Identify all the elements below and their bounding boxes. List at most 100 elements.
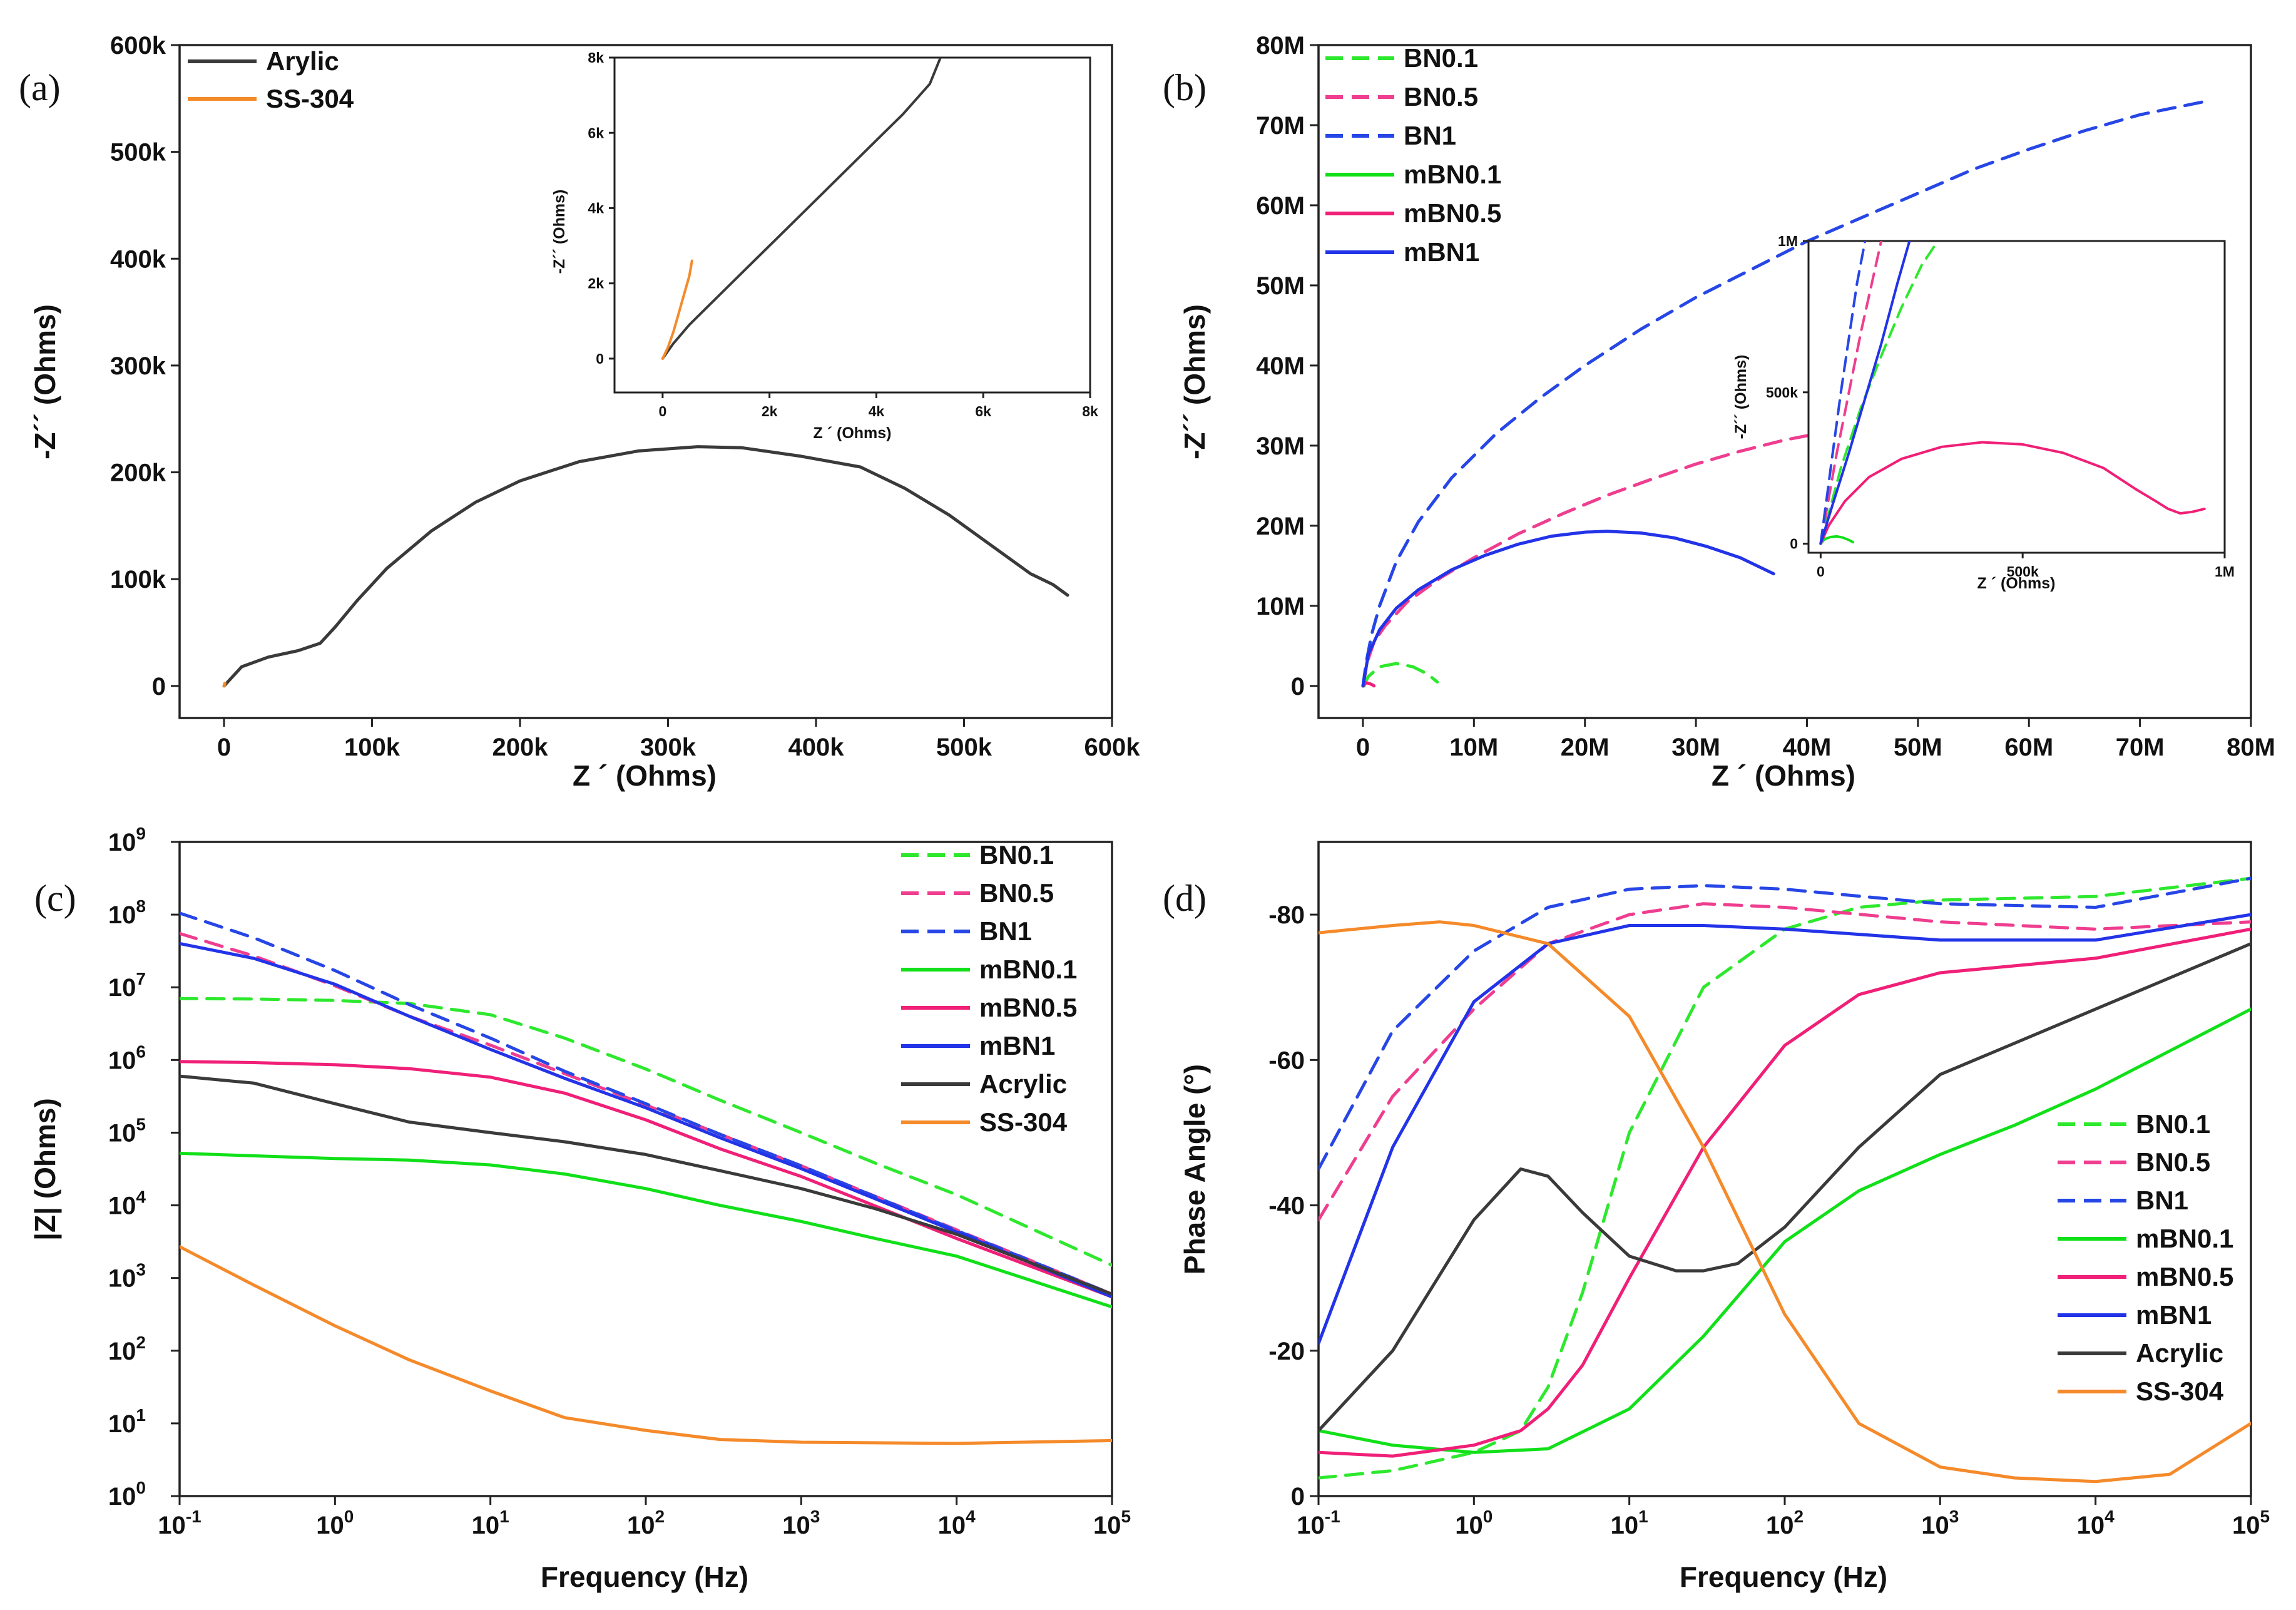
panel-c-y-tick-exponent: 1	[136, 1405, 146, 1425]
panel-c-series-bn1	[180, 911, 1112, 1296]
panel-d-series-ss-304	[1319, 920, 2251, 1484]
panel-a-x-tick-label: 100k	[344, 734, 401, 761]
panel-a-series-arylic	[222, 445, 1069, 688]
panel-a-inset-x-tick-label: 6k	[975, 403, 991, 419]
panel-a-inset-x-tick-label: 8k	[1082, 403, 1098, 419]
panel-b-inset-x-tick-label: 1M	[2215, 563, 2235, 580]
panel-a-series	[222, 445, 1069, 688]
panel-c-series-ss-304	[180, 1245, 1112, 1445]
panel-c-y-tick-exponent: 6	[136, 1042, 146, 1061]
panel-b-inset-y-tick-label: 500k	[1766, 384, 1798, 401]
panel-a-legend: Arylic SS-304	[188, 46, 354, 113]
panel-c-y-tick-exponent: 5	[136, 1114, 146, 1134]
panel-a-x-tick-label: 200k	[492, 734, 548, 761]
panel-c-legend-label-mbn1: mBN1	[979, 1031, 1055, 1060]
panel-b-inset-series-mbn1	[1819, 241, 1911, 545]
panel-b-x-axis-title: Z ´ (Ohms)	[1712, 759, 1855, 792]
panel-d-series-bn0-1	[1319, 876, 2251, 1480]
panel-b-x-tick-label: 0	[1356, 734, 1370, 761]
panel-b-y-tick-label: 60M	[1256, 192, 1305, 220]
panel-c-legend: BN0.1 BN0.5 BN1 mBN0.1 mBN0.5 mBN1 Acrylic SS-3…	[901, 840, 1077, 1137]
panel-b-x-tick-label: 40M	[1783, 734, 1832, 761]
panel-b-inset-y-tick-label: 0	[1790, 536, 1798, 552]
panel-b-x-tick-label: 50M	[1894, 734, 1942, 761]
panel-d-legend: BN0.1 BN0.5 BN1 mBN0.1 mBN0.5 mBN1 Acrylic SS-3…	[2058, 1109, 2233, 1406]
panel-a-inset-y-tick-label: 0	[596, 351, 604, 367]
panel-b-y-tick-label: 10M	[1256, 593, 1305, 620]
panel-b-series	[1361, 100, 2208, 688]
panel-a-inset-series-arylic	[661, 58, 942, 360]
panel-a-inset-x-tick-label: 2k	[762, 403, 778, 419]
panel-d-legend-label-bn0-5: BN0.5	[2136, 1147, 2210, 1177]
panel-c-x-tick-exponent: 4	[966, 1507, 976, 1526]
panel-d-legend-label-mbn1: mBN1	[2136, 1300, 2212, 1330]
panel-b-inset-x-tick-label: 0	[1817, 563, 1825, 580]
panel-a-inset-series-ss-304	[661, 259, 693, 360]
panel-a-inset-series	[661, 58, 942, 360]
panel-c-y-axis-title: |Z| (Ohms)	[29, 1098, 61, 1241]
panel-b-inset-x-title: Z ´ (Ohms)	[1977, 575, 2056, 592]
panel-d-series-bn0-5	[1319, 902, 2251, 1222]
panel-a-inset-frame	[613, 56, 1091, 394]
panel-a-y-tick-label: 500k	[110, 139, 166, 167]
panel-b-legend-label-bn0-5: BN0.5	[1404, 82, 1478, 111]
panel-c-y-tick-exponent: 0	[136, 1478, 146, 1497]
panel-b-inset-series	[1819, 241, 2206, 545]
panel-a-x-tick-label: 0	[217, 734, 231, 761]
panel-d-x-tick-exponent: 1	[1638, 1507, 1648, 1526]
panel-c-series-acrylic	[180, 1074, 1112, 1296]
panel-c-legend-label-bn1: BN1	[979, 916, 1032, 946]
panel-d-legend-label-mbn0-5: mBN0.5	[2136, 1262, 2233, 1291]
panel-b-x-tick-label: 60M	[2004, 734, 2053, 761]
panel-b-series-mbn0-5	[1361, 681, 1376, 688]
panel-b-legend-label-mbn1: mBN1	[1404, 237, 1479, 267]
panel-a-inset-y-title: -Z´´ (Ohms)	[551, 190, 568, 274]
panel-c-series-mbn0-1	[180, 1151, 1112, 1309]
panel-b-ticks: 0 10M 20M 30M 40M 50M 60M 70M 80M 0 10M 20M 30M 40M 50…	[1256, 32, 2275, 761]
panel-b-nyquist: Z ´ (Ohms) -Z´´ (Ohms) 0 10M 20M 30M 40M 50M 6…	[1178, 32, 2275, 792]
panel-a-y-axis-title: -Z´´ (Ohms)	[29, 304, 61, 459]
panel-d-x-tick-exponent: 5	[2260, 1507, 2270, 1526]
panel-c-series-bn0-1	[180, 997, 1112, 1267]
panel-c-x-tick-exponent: 0	[344, 1507, 354, 1526]
panel-d-y-tick-label: 0	[1291, 1483, 1305, 1510]
panel-d-legend-label-bn0-1: BN0.1	[2136, 1109, 2210, 1139]
panel-c-series	[180, 911, 1112, 1445]
panel-d-x-tick-exponent: 3	[1949, 1507, 1959, 1526]
panel-a-x-tick-label: 500k	[936, 734, 992, 761]
panel-d-y-tick-label: -60	[1268, 1047, 1305, 1074]
panel-d-y-tick-label: -40	[1268, 1192, 1305, 1220]
panel-a-nyquist: Z ´ (Ohms) -Z´´ (Ohms) 0 100k 200k 300k 400k…	[29, 32, 1140, 792]
panel-b-x-tick-label: 70M	[2116, 734, 2165, 761]
panel-a-x-tick-label: 300k	[640, 734, 696, 761]
panel-a-y-tick-label: 300k	[110, 352, 166, 380]
panel-c-legend-label-mbn0-1: mBN0.1	[979, 955, 1077, 984]
panel-d-bode-phase: Frequency (Hz) Phase Angle (°) 10-1 100 10…	[1178, 841, 2270, 1593]
panel-d-x-tick-exponent: 2	[1793, 1507, 1804, 1526]
panel-b-y-tick-label: 80M	[1256, 32, 1305, 59]
panel-a-y-tick-label: 600k	[110, 32, 166, 59]
panel-d-y-axis-title: Phase Angle (°)	[1178, 1064, 1211, 1274]
panel-c-x-tick-exponent: -1	[186, 1507, 202, 1526]
panel-b-inset-ticks: 0 500k 1M 0 500k 1M	[1766, 233, 2235, 580]
panel-b-series-mbn1	[1361, 530, 1775, 688]
panel-label-d: (d)	[1163, 878, 1207, 919]
panel-c-legend-label-bn0-5: BN0.5	[979, 878, 1054, 908]
panel-b-inset-y-tick-label: 1M	[1778, 233, 1798, 249]
panel-a-inset-y-tick-label: 2k	[588, 275, 604, 292]
panel-b-y-tick-label: 0	[1291, 673, 1305, 700]
panel-a-inset-y-tick-label: 6k	[588, 125, 604, 141]
panel-c-y-tick-exponent: 2	[136, 1333, 146, 1352]
panel-a-inset-y-tick-label: 4k	[588, 200, 604, 216]
panel-c-y-tick-exponent: 4	[136, 1187, 146, 1207]
panel-b-inset-series-mbn0-1	[1819, 535, 1854, 545]
panel-c-legend-label-ss-304: SS-304	[979, 1107, 1068, 1137]
panel-b-inset-series-bn0-1	[1819, 241, 1939, 545]
panel-d-series-mbn0-1	[1319, 1007, 2251, 1454]
panel-d-legend-label-mbn0-1: mBN0.1	[2136, 1224, 2233, 1253]
panel-d-legend-label-bn1: BN1	[2136, 1186, 2188, 1215]
panel-d-legend-label-acrylic: Acrylic	[2136, 1338, 2223, 1368]
panel-b-x-tick-label: 10M	[1449, 734, 1498, 761]
panel-c-bode-magnitude: Frequency (Hz) |Z| (Ohms) 10-1 100 101 102 1…	[29, 824, 1131, 1593]
panel-a-y-tick-label: 0	[152, 673, 166, 700]
